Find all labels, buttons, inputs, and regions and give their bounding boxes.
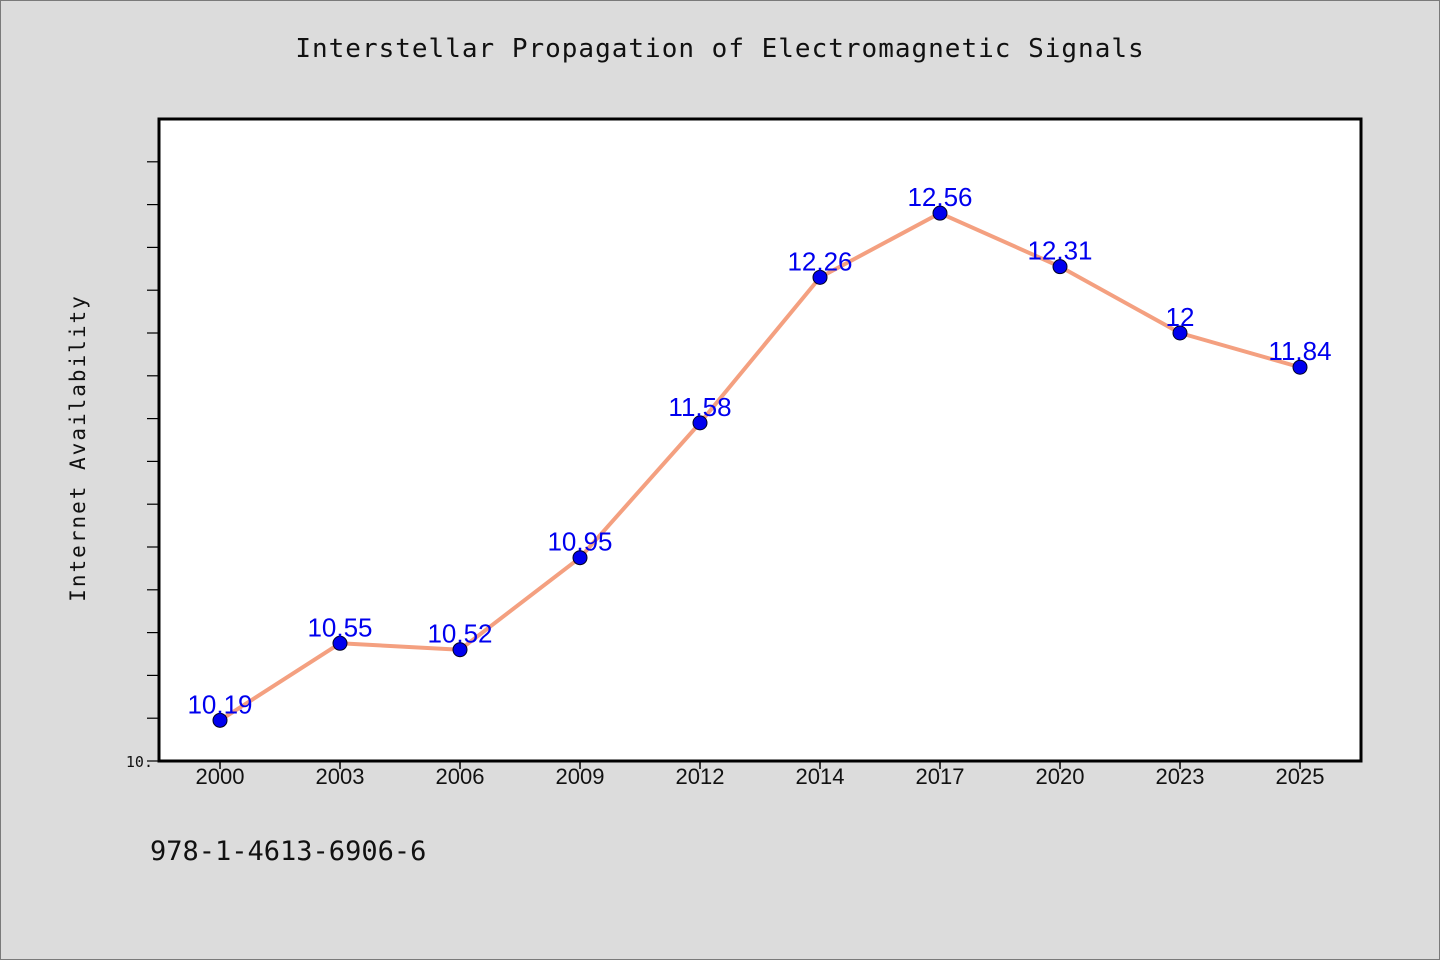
y-axis-ticks: 10. — [126, 161, 159, 771]
data-label: 11.84 — [1268, 336, 1331, 366]
data-point — [212, 712, 228, 728]
x-tick-label: 2000 — [196, 764, 245, 789]
x-tick-label: 2025 — [1276, 764, 1325, 789]
data-label: 12 — [1166, 302, 1195, 332]
y-tick-label: 10. — [126, 753, 153, 771]
data-point — [452, 642, 468, 658]
series-lines — [218, 211, 1302, 723]
x-tick-label: 2017 — [916, 764, 965, 789]
data-label: 12.56 — [907, 182, 972, 212]
x-tick-label: 2014 — [796, 764, 845, 789]
x-axis-ticks: 2000 2003 2006 2009 2012 2014 2017 2020 2023 2025 — [196, 761, 1325, 789]
data-point — [332, 635, 348, 651]
x-tick-label: 2003 — [316, 764, 365, 789]
data-label: 10.55 — [307, 612, 372, 642]
data-label: 11.58 — [668, 392, 731, 422]
data-point — [692, 415, 708, 431]
data-point — [572, 550, 588, 566]
data-point — [1172, 325, 1188, 341]
data-point — [1292, 359, 1308, 375]
data-label: 10.95 — [547, 527, 612, 557]
data-label: 10.19 — [187, 689, 252, 719]
data-point — [1052, 259, 1068, 275]
x-tick-label: 2023 — [1156, 764, 1205, 789]
plot-area — [157, 117, 1363, 763]
footer-code: 978-1-4613-6906-6 — [150, 836, 427, 867]
data-label: 12.31 — [1027, 236, 1092, 266]
data-labels: 10.19 10.55 10.52 10.95 11.58 12.26 12.56 12.31… — [187, 182, 1331, 719]
data-markers — [212, 205, 1308, 728]
data-label: 10.52 — [427, 619, 492, 649]
data-label: 12.26 — [787, 246, 852, 276]
x-tick-label: 2009 — [556, 764, 605, 789]
x-tick-label: 2020 — [1036, 764, 1085, 789]
x-tick-label: 2012 — [676, 764, 725, 789]
series-line — [218, 211, 1302, 723]
data-point — [932, 205, 948, 221]
x-tick-label: 2006 — [436, 764, 485, 789]
chart-title: Interstellar Propagation of Electromagne… — [295, 34, 1145, 64]
data-point — [812, 269, 828, 285]
